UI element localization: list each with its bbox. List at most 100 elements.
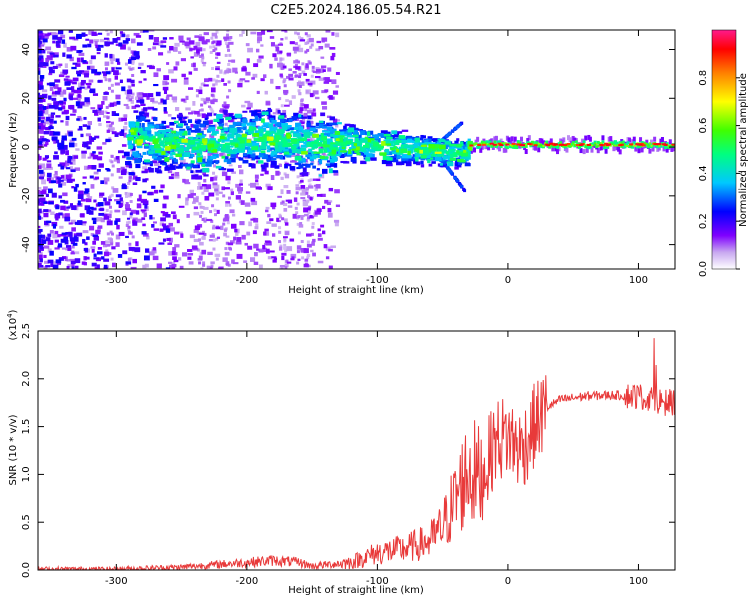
- spectrogram-cell: [178, 51, 182, 54]
- spectrogram-cell: [306, 41, 310, 45]
- spectrogram-cell: [310, 162, 314, 166]
- spectrogram-cell: [215, 143, 221, 146]
- spectrogram-cell: [233, 236, 237, 241]
- spectrogram-cell: [128, 176, 132, 180]
- spectrogram-cell: [417, 148, 422, 154]
- spectrogram-cell: [42, 62, 49, 67]
- spectrogram-cell: [201, 56, 205, 60]
- spectrogram-cell: [142, 264, 147, 269]
- spectrogram-cell: [174, 42, 180, 47]
- spectrogram-cell: [166, 237, 171, 242]
- spectrogram-cell: [277, 109, 281, 114]
- spectrogram-cell: [317, 228, 321, 232]
- spectrogram-cell: [270, 164, 277, 168]
- spectrogram-cell: [167, 261, 173, 264]
- spectrogram-cell: [231, 259, 235, 264]
- spectrogram-cell: [305, 187, 309, 191]
- spectrogram-cell: [318, 159, 323, 165]
- spectrogram-cell: [428, 163, 433, 167]
- colorbar-tick-label: 0.2: [698, 213, 709, 229]
- spectrogram-cell: [323, 244, 328, 249]
- spectrogram-cell: [306, 150, 310, 154]
- spectrogram-cell: [174, 174, 180, 179]
- spectrogram-cell: [110, 61, 114, 65]
- spectrogram-cell: [434, 151, 442, 154]
- spectrogram-cell: [575, 143, 580, 146]
- spectrogram-cell: [72, 81, 77, 85]
- spectrogram-cell: [590, 142, 594, 146]
- spectrogram-cell: [148, 167, 154, 173]
- spectrogram-cell: [335, 119, 340, 122]
- spectrogram-cell: [167, 50, 171, 54]
- spectrogram-cell: [206, 112, 213, 117]
- spectrogram-cell: [38, 63, 43, 68]
- spectrogram-cell: [638, 143, 643, 146]
- spectrogram-cell: [118, 202, 123, 208]
- spectrogram-cell: [119, 79, 123, 84]
- spectrogram-cell: [311, 141, 318, 144]
- spectrogram-cell: [61, 105, 66, 110]
- spectrogram-cell: [41, 179, 47, 185]
- spectrogram-cell: [305, 163, 311, 168]
- spectrogram-cell: [301, 163, 307, 167]
- x-tick-label: -300: [105, 576, 128, 587]
- spectrogram-cell: [108, 136, 112, 140]
- spectrogram-cell: [179, 265, 184, 269]
- spectrogram-cell: [282, 136, 289, 140]
- spectrogram-cell: [466, 152, 471, 158]
- spectrogram-cell: [232, 262, 239, 265]
- spectrogram-cell: [226, 145, 230, 150]
- spectrogram-cell: [392, 159, 399, 163]
- spectrogram-cell: [98, 107, 102, 111]
- spectrogram-cell: [243, 119, 247, 125]
- spectrogram-cell: [77, 93, 81, 98]
- figure-title: C2E5.2024.186.05.54.R21: [270, 3, 441, 18]
- spectrogram-cell: [81, 70, 87, 75]
- spectrogram-cell: [103, 258, 110, 262]
- spectrogram-cell: [298, 72, 302, 76]
- spectrogram-cell: [352, 148, 358, 151]
- spectrogram-cell: [228, 59, 233, 63]
- spectrogram-cell: [50, 114, 55, 119]
- spectrogram-cell: [38, 138, 43, 143]
- spectrogram-cell: [38, 83, 41, 89]
- spectrogram-cell: [615, 145, 619, 151]
- spectrogram-cell: [141, 128, 148, 133]
- spectrogram-cell: [315, 122, 321, 127]
- spectrogram-cell: [281, 122, 288, 127]
- spectrogram-cell: [365, 153, 373, 158]
- spectrogram-cell: [39, 244, 43, 250]
- spectrogram-cell: [244, 242, 249, 246]
- spectrogram-cell: [106, 169, 111, 172]
- spectrogram-cell: [58, 257, 64, 261]
- spectrogram-cell: [101, 71, 108, 74]
- spectrogram-cell: [131, 60, 135, 64]
- spectrogram-cell: [459, 141, 464, 147]
- spectrogram-cell: [126, 217, 130, 220]
- spectrogram-cell: [209, 147, 215, 152]
- spectrogram-cell: [324, 43, 330, 48]
- spectrogram-cell: [516, 143, 521, 146]
- spectrogram-cell: [256, 59, 262, 63]
- spectrogram-cell: [124, 191, 128, 195]
- spectrogram-cell: [316, 69, 321, 73]
- spectrogram-cell: [511, 144, 514, 147]
- spectrogram-cell: [108, 86, 112, 90]
- spectrogram-cell: [209, 210, 213, 214]
- spectrogram-cell: [158, 242, 165, 245]
- spectrogram-cell: [59, 143, 65, 149]
- spectrogram-cell: [105, 208, 109, 212]
- spectrogram-cell: [97, 104, 103, 109]
- spectrogram-cell: [53, 54, 59, 58]
- spectrogram-cell: [38, 141, 43, 145]
- spectrogram-cell: [47, 166, 53, 170]
- spectrogram-cell: [265, 206, 270, 210]
- spectrogram-cell: [431, 161, 436, 164]
- spectrogram-cell: [269, 218, 274, 222]
- spectrogram-cell: [304, 134, 310, 139]
- spectrogram-cell: [511, 142, 516, 145]
- spectrogram-cell: [209, 45, 213, 49]
- spectrogram-cell: [169, 37, 174, 40]
- spectrogram-cell: [605, 144, 610, 147]
- spectrogram-cell: [120, 129, 125, 133]
